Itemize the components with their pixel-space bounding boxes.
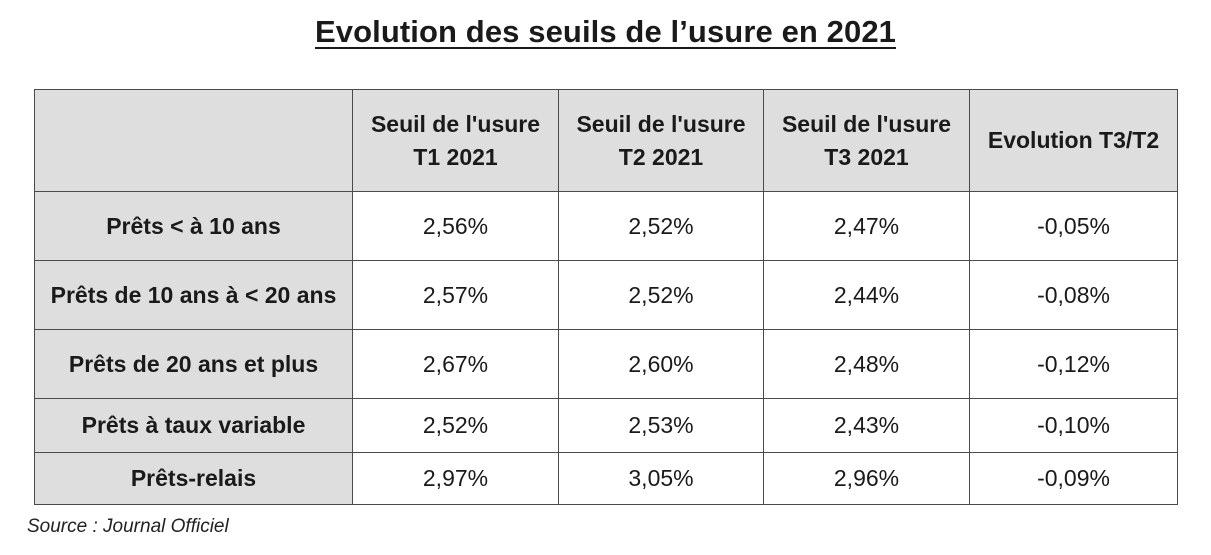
usury-threshold-table: Seuil de l'usure T1 2021 Seuil de l'usur… — [34, 89, 1178, 505]
source-note: Source : Journal Officiel — [27, 516, 229, 537]
page-title: Evolution des seuils de l’usure en 2021 — [314, 14, 897, 49]
header-t1: Seuil de l'usure T1 2021 — [352, 89, 559, 192]
header-t3-line2: T3 2021 — [824, 143, 909, 170]
cell-evolution: -0,09% — [969, 452, 1178, 505]
cell-t1: 2,57% — [352, 260, 559, 330]
row-label: Prêts < à 10 ans — [34, 191, 353, 261]
cell-t3: 2,47% — [763, 191, 970, 261]
table-row: Prêts-relais 2,97% 3,05% 2,96% -0,09% — [34, 452, 1178, 505]
header-t3: Seuil de l'usure T3 2021 — [763, 89, 970, 192]
cell-t2: 2,52% — [558, 191, 764, 261]
row-label: Prêts de 20 ans et plus — [34, 329, 353, 399]
header-t3-line1: Seuil de l'usure — [781, 110, 952, 137]
cell-t3: 2,48% — [763, 329, 970, 399]
header-t1-line2: T1 2021 — [413, 143, 498, 170]
table-row: Prêts < à 10 ans 2,56% 2,52% 2,47% -0,05… — [34, 191, 1178, 261]
cell-evolution: -0,10% — [969, 398, 1178, 453]
cell-evolution: -0,08% — [969, 260, 1178, 330]
cell-t2: 2,60% — [558, 329, 764, 399]
table-header-row: Seuil de l'usure T1 2021 Seuil de l'usur… — [34, 89, 1178, 192]
header-t1-line1: Seuil de l'usure — [370, 110, 541, 137]
header-evolution: Evolution T3/T2 — [969, 89, 1178, 192]
cell-evolution: -0,05% — [969, 191, 1178, 261]
cell-evolution: -0,12% — [969, 329, 1178, 399]
header-evolution-line1: Evolution T3/T2 — [987, 127, 1160, 153]
cell-t2: 2,52% — [558, 260, 764, 330]
cell-t2: 2,53% — [558, 398, 764, 453]
cell-t1: 2,97% — [352, 452, 559, 505]
table-row: Prêts à taux variable 2,52% 2,53% 2,43% … — [34, 398, 1178, 453]
row-label: Prêts à taux variable — [34, 398, 353, 453]
cell-t1: 2,67% — [352, 329, 559, 399]
header-t2-line2: T2 2021 — [618, 143, 704, 170]
header-t2-line1: Seuil de l'usure — [576, 110, 746, 137]
header-t2: Seuil de l'usure T2 2021 — [558, 89, 764, 192]
cell-t3: 2,44% — [763, 260, 970, 330]
cell-t3: 2,43% — [763, 398, 970, 453]
table-row: Prêts de 10 ans à < 20 ans 2,57% 2,52% 2… — [34, 260, 1178, 330]
cell-t1: 2,52% — [352, 398, 559, 453]
header-corner-cell — [34, 89, 353, 192]
cell-t3: 2,96% — [763, 452, 970, 505]
row-label: Prêts de 10 ans à < 20 ans — [34, 260, 353, 330]
row-label: Prêts-relais — [34, 452, 353, 505]
cell-t2: 3,05% — [558, 452, 764, 505]
cell-t1: 2,56% — [352, 191, 559, 261]
table-row: Prêts de 20 ans et plus 2,67% 2,60% 2,48… — [34, 329, 1178, 399]
